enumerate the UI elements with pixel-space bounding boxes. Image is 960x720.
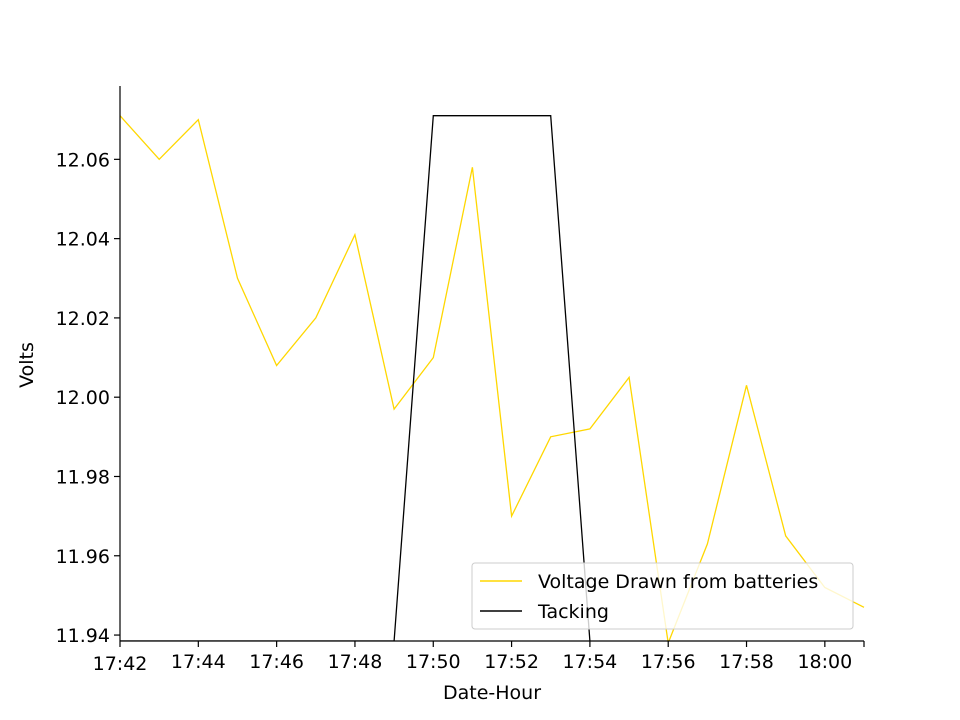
- x-tick-label: 17:58: [719, 651, 774, 673]
- x-tick-label: 17:48: [328, 651, 383, 673]
- legend-label-1: Tacking: [537, 601, 609, 623]
- y-tick-label: 11.94: [56, 625, 110, 647]
- y-axis-label: Volts: [16, 342, 38, 388]
- y-tick-label: 11.98: [56, 466, 110, 488]
- y-ticks: 11.94 11.96 11.98 12.00 12.02 12.04 12.06: [56, 149, 120, 647]
- x-tick-label: 17:56: [641, 651, 696, 673]
- plot-lines: [120, 115, 865, 641]
- x-tick-label: 17:54: [563, 651, 618, 673]
- x-tick-label: 18:00: [797, 651, 852, 673]
- series-line-1: [120, 115, 591, 641]
- y-tick-label: 12.04: [56, 229, 110, 251]
- y-tick-label: 11.96: [56, 546, 110, 568]
- x-ticks: 17:42 17:44 17:46 17:48 17:50 17:52 17:54 17:56…: [93, 641, 865, 675]
- legend: Voltage Drawn from batteries Tacking: [471, 562, 854, 630]
- x-axis-label: Date-Hour: [443, 682, 541, 704]
- x-tick-label: 17:42: [93, 653, 148, 675]
- y-tick-label: 12.02: [56, 308, 110, 330]
- x-tick-label: 17:44: [171, 651, 226, 673]
- x-tick-label: 17:46: [249, 651, 304, 673]
- y-tick-label: 12.06: [56, 149, 110, 171]
- y-tick-label: 12.00: [56, 387, 110, 409]
- legend-frame: [471, 562, 854, 630]
- x-tick-label: 17:50: [406, 651, 461, 673]
- legend-label-0: Voltage Drawn from batteries: [538, 571, 818, 593]
- x-tick-label: 17:52: [484, 651, 539, 673]
- series-line-0: [120, 115, 865, 641]
